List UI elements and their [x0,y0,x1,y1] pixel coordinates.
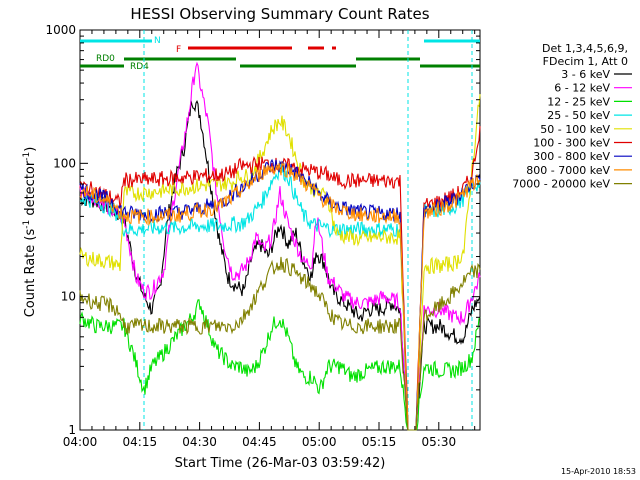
timestamp: 15-Apr-2010 18:53 [561,467,636,476]
x-tick-label-3: 04:45 [242,435,277,449]
x-tick-label-1: 04:15 [123,435,158,449]
legend-label-3: 25 - 50 keV [547,109,610,122]
y-tick-label-2: 100 [53,156,76,170]
y-tick-label-0: 1 [68,423,76,437]
legend-label-2: 12 - 25 keV [547,95,610,108]
chart-title: HESSI Observing Summary Count Rates [130,5,429,23]
y-axis-label-part3: ) [23,147,38,152]
legend: Det 1,3,4,5,6,9,FDecim 1, Att 03 - 6 keV… [512,42,632,191]
legend-label-4: 50 - 100 keV [540,123,610,136]
y-axis-label-part2: detector [23,160,38,220]
x-tick-label-6: 05:30 [422,435,457,449]
x-tick-label-2: 04:30 [182,435,217,449]
plot-frame [79,29,481,431]
x-tick-label-5: 05:15 [362,435,397,449]
y-axis-label-part1: Count Rate (s [23,229,38,318]
legend-header-0: Det 1,3,4,5,6,9, [542,42,628,55]
flag-label-rd0: RD0 [96,54,115,64]
axes: 04:00 04:15 04:30 04:45 05:00 05:15 05:30 1 10 10… [45,23,480,449]
legend-header-1: FDecim 1, Att 0 [543,55,628,68]
x-tick-label-0: 04:00 [63,435,98,449]
legend-label-5: 100 - 300 keV [533,137,610,150]
legend-label-0: 3 - 6 keV [561,68,610,81]
flag-label-n: N [154,36,161,46]
x-tick-label-4: 05:00 [302,435,337,449]
legend-label-8: 7000 - 20000 keV [512,178,610,191]
x-axis-label: Start Time (26-Mar-03 03:59:42) [175,456,386,471]
series-layer [79,61,481,431]
flag-bars: N F RD0 RD4 [80,36,480,72]
y-axis-label-sup1: -1 [22,220,32,229]
y-axis-label: Count Rate (s-1 detector-1) [22,147,38,318]
flag-label-f: F [176,45,181,55]
y-tick-label-1: 10 [61,290,76,304]
legend-label-6: 300 - 800 keV [533,150,610,163]
y-axis-label-sup2: -1 [22,152,32,161]
flag-label-rd4: RD4 [130,62,149,72]
y-tick-label-3: 1000 [45,23,76,37]
legend-label-7: 800 - 7000 keV [526,164,610,177]
series-line-8 [79,256,481,431]
legend-label-1: 6 - 12 keV [554,82,610,95]
